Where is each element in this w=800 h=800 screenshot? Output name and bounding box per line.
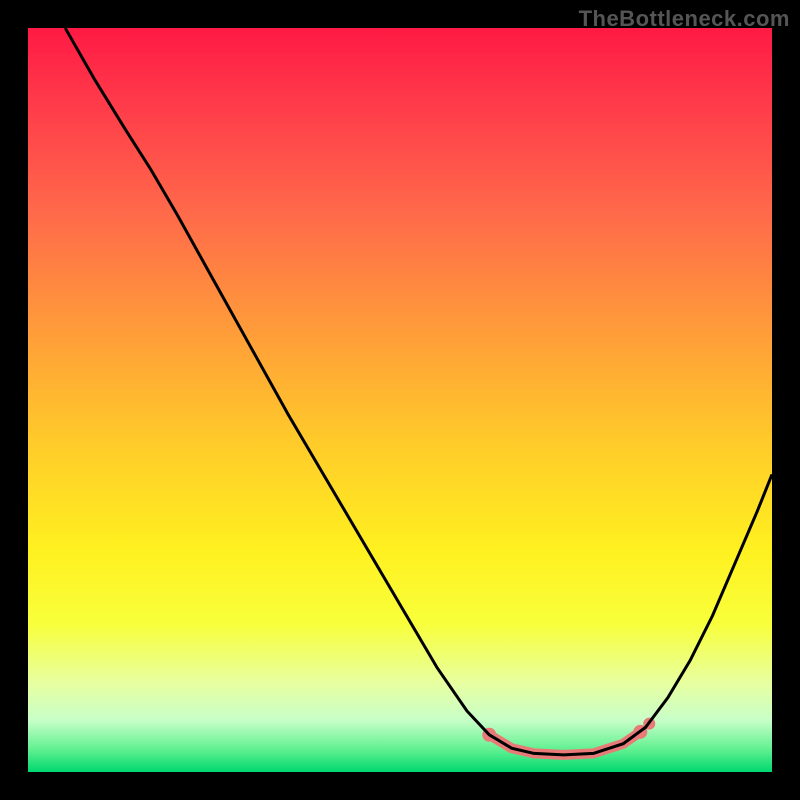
curve-layer bbox=[28, 28, 772, 772]
bottleneck-curve bbox=[65, 28, 772, 755]
chart-container: TheBottleneck.com bbox=[0, 0, 800, 800]
watermark-text: TheBottleneck.com bbox=[579, 6, 790, 32]
plot-area bbox=[28, 28, 772, 772]
highlight-segment bbox=[489, 732, 640, 755]
